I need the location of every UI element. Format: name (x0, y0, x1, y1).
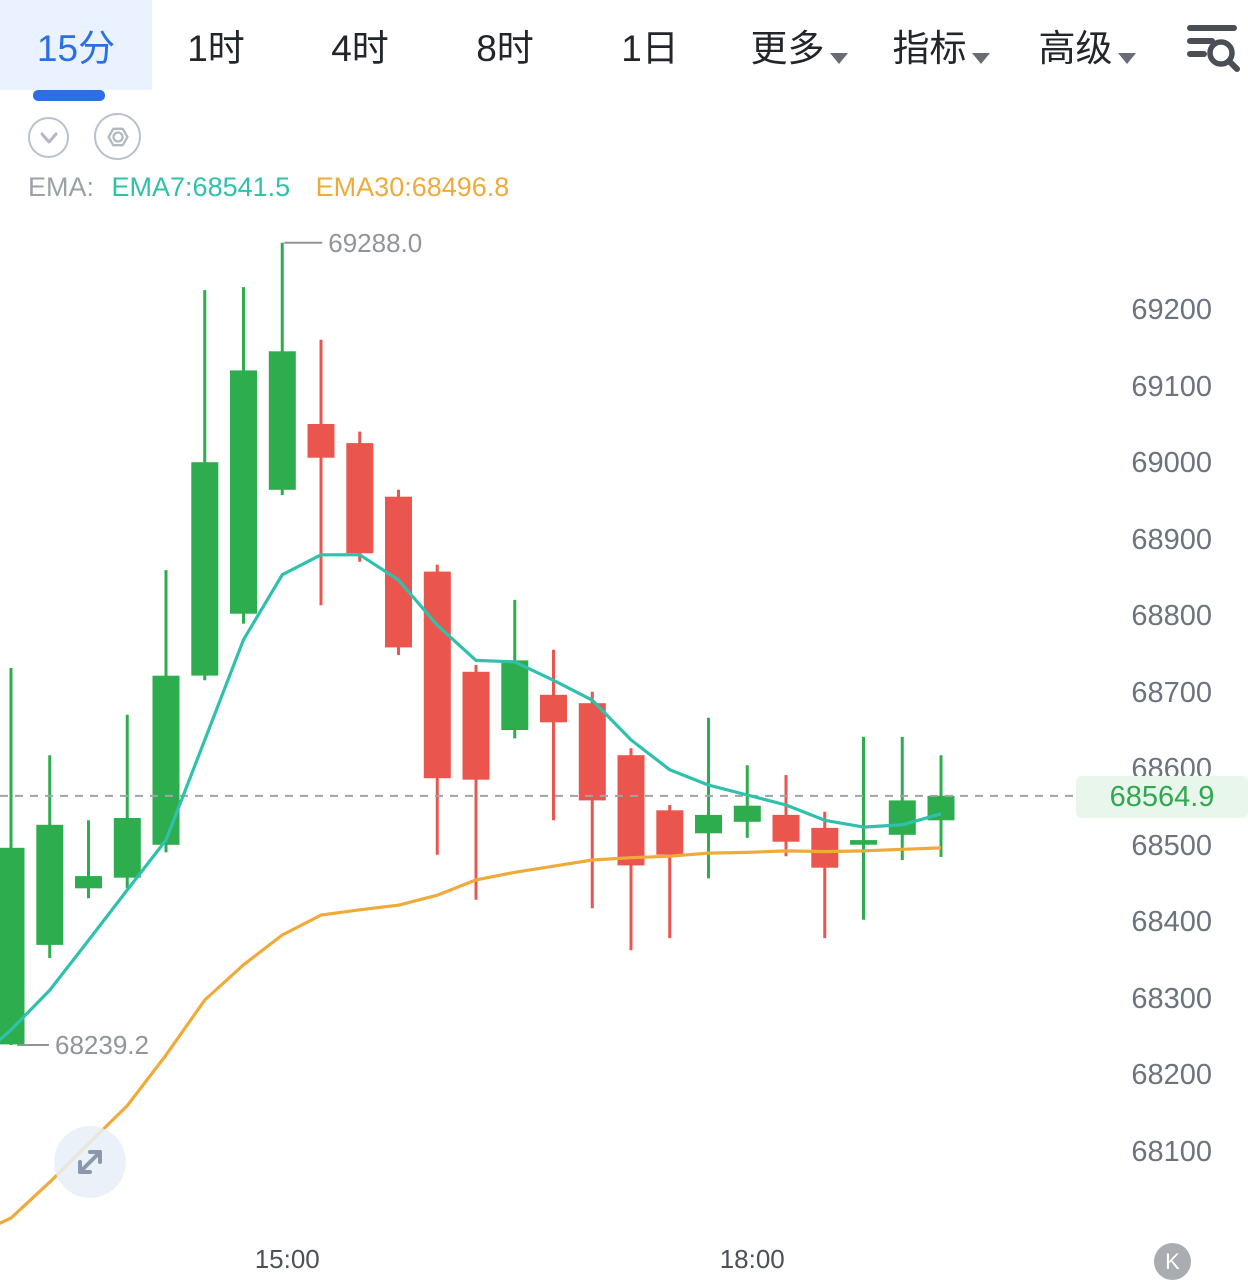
tab-label: 15分 (36, 28, 116, 69)
active-tab-underline (33, 90, 105, 101)
time-axis-label: 15:00 (254, 1244, 320, 1274)
price-axis-label: 68900 (1131, 523, 1212, 556)
caret-down-icon (971, 52, 990, 64)
price-axis-label: 69000 (1131, 447, 1212, 479)
menu-indicators[interactable]: 指标 (882, 0, 1000, 90)
tab-label: 4时 (331, 28, 389, 69)
timeframe-toolbar: 15分 1时 4时 8时 1日 更多 指标 高级 (0, 0, 1248, 101)
caret-down-icon (829, 52, 848, 64)
chevron-down-glyph (40, 132, 57, 143)
price-axis-label: 68200 (1131, 1059, 1212, 1091)
price-axis-label: 68700 (1131, 676, 1212, 709)
menu-label: 高级 (1038, 28, 1113, 69)
tab-label: 1时 (187, 28, 245, 69)
tab-label: 8时 (476, 28, 534, 69)
collapse-chevron-icon[interactable] (28, 117, 69, 158)
price-axis-label: 68500 (1131, 829, 1212, 862)
price-axis-label: 68100 (1131, 1135, 1212, 1168)
chart-settings-icon[interactable] (1184, 16, 1240, 74)
tab-8hour[interactable]: 8时 (449, 0, 561, 90)
tab-15min[interactable]: 15分 (0, 0, 152, 101)
ema-legend: EMA: EMA7:68541.5 EMA30:68496.8 (28, 172, 509, 203)
caret-down-icon (1117, 52, 1136, 64)
menu-label: 更多 (750, 28, 825, 69)
ema30-value: EMA30:68496.8 (315, 172, 510, 202)
price-axis-label: 69200 (1131, 294, 1212, 326)
tab-label: 1日 (621, 28, 679, 69)
expand-icon[interactable] (54, 1126, 126, 1198)
high-price-annotation: 69288.0 (328, 227, 423, 258)
current-price-badge: 68564.9 (1076, 776, 1248, 818)
price-axis-label: 68300 (1131, 982, 1212, 1015)
time-axis: 15:00 18:00 (0, 1244, 1248, 1280)
time-axis-label: 18:00 (719, 1244, 785, 1274)
ema7-value: EMA7:68541.5 (111, 172, 291, 202)
price-axis-label: 69100 (1131, 370, 1212, 403)
indicator-settings-icon[interactable] (94, 113, 141, 160)
price-axis: 69200 69100 69000 68900 68800 68700 68600 68500… (1076, 0, 1212, 1280)
ema-legend-prefix: EMA: (28, 172, 95, 202)
tab-1day[interactable]: 1日 (594, 0, 706, 90)
menu-more[interactable]: 更多 (736, 0, 862, 90)
gear-glyph (106, 127, 129, 146)
menu-label: 指标 (892, 28, 967, 69)
chart-settings-glyph (1187, 25, 1240, 72)
expand-arrows-glyph (78, 1150, 102, 1174)
low-price-annotation: 68239.2 (55, 1030, 149, 1060)
price-axis-label: 68800 (1131, 600, 1212, 632)
tab-1hour[interactable]: 1时 (160, 0, 272, 90)
k-badge[interactable]: K (1154, 1243, 1191, 1280)
tab-4hour[interactable]: 4时 (304, 0, 416, 90)
price-axis-label: 68400 (1131, 906, 1212, 938)
menu-advanced[interactable]: 高级 (1028, 0, 1146, 90)
